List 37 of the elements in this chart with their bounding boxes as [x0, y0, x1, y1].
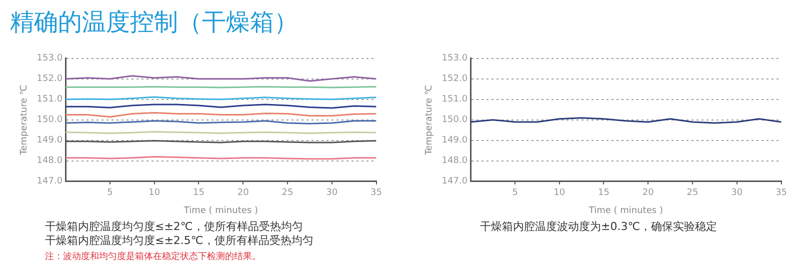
x-tick-label: 20: [642, 188, 654, 198]
y-axis-title: Temperature ℃: [424, 84, 435, 156]
x-tick-label: 30: [326, 188, 338, 198]
x-tick-label: 25: [686, 188, 698, 198]
y-tick-label: 149.0: [442, 136, 468, 146]
y-tick-label: 148.0: [36, 156, 63, 166]
y-tick-label: 150.0: [36, 115, 63, 126]
y-tick-label: 149.0: [36, 136, 63, 146]
x-tick-label: 15: [193, 188, 204, 198]
y-tick-label: 147.0: [442, 176, 468, 187]
y-tick-label: 153.0: [442, 54, 468, 64]
y-tick-label: 150.0: [442, 115, 468, 126]
text: 干燥箱内腔温度均匀度≤±2℃，使所有样品受热均匀: [45, 220, 304, 234]
x-tick-label: 10: [148, 188, 160, 198]
x-tick-label: 10: [554, 188, 566, 198]
chart-title: 精确的温度控制（干燥箱）: [10, 7, 298, 38]
x-tick-label: 15: [598, 188, 610, 198]
y-tick-label: 148.0: [442, 156, 468, 166]
text: 干燥箱内腔温度波动度为±0.3℃，确保实验稳定: [480, 220, 718, 234]
x-axis-title: Time ( minutes ): [182, 206, 258, 216]
x-tick-label: 25: [282, 188, 294, 198]
y-tick-label: 152.0: [442, 74, 468, 84]
x-tick-label: 5: [107, 188, 113, 198]
y-tick-label: 152.0: [36, 74, 63, 84]
x-tick-label: 35: [370, 188, 382, 198]
y-tick-label: 151.0: [36, 94, 63, 105]
y-tick-label: 151.0: [442, 94, 468, 105]
x-tick-label: 35: [776, 188, 787, 198]
y-tick-label: 153.0: [36, 54, 63, 64]
text: 干燥箱内腔温度均匀度≤±2.5℃，使所有样品受热均匀: [45, 234, 314, 248]
x-tick-label: 5: [512, 188, 518, 198]
x-axis-title: Time ( minutes ): [588, 206, 663, 216]
y-tick-label: 147.0: [36, 176, 63, 187]
x-tick-label: 30: [731, 188, 743, 198]
x-tick-label: 20: [237, 188, 250, 198]
y-axis-title: Temperature ℃: [20, 84, 30, 156]
text: 注：波动度和均匀度是箱体在稳定状态下检测的结果。: [45, 250, 262, 264]
